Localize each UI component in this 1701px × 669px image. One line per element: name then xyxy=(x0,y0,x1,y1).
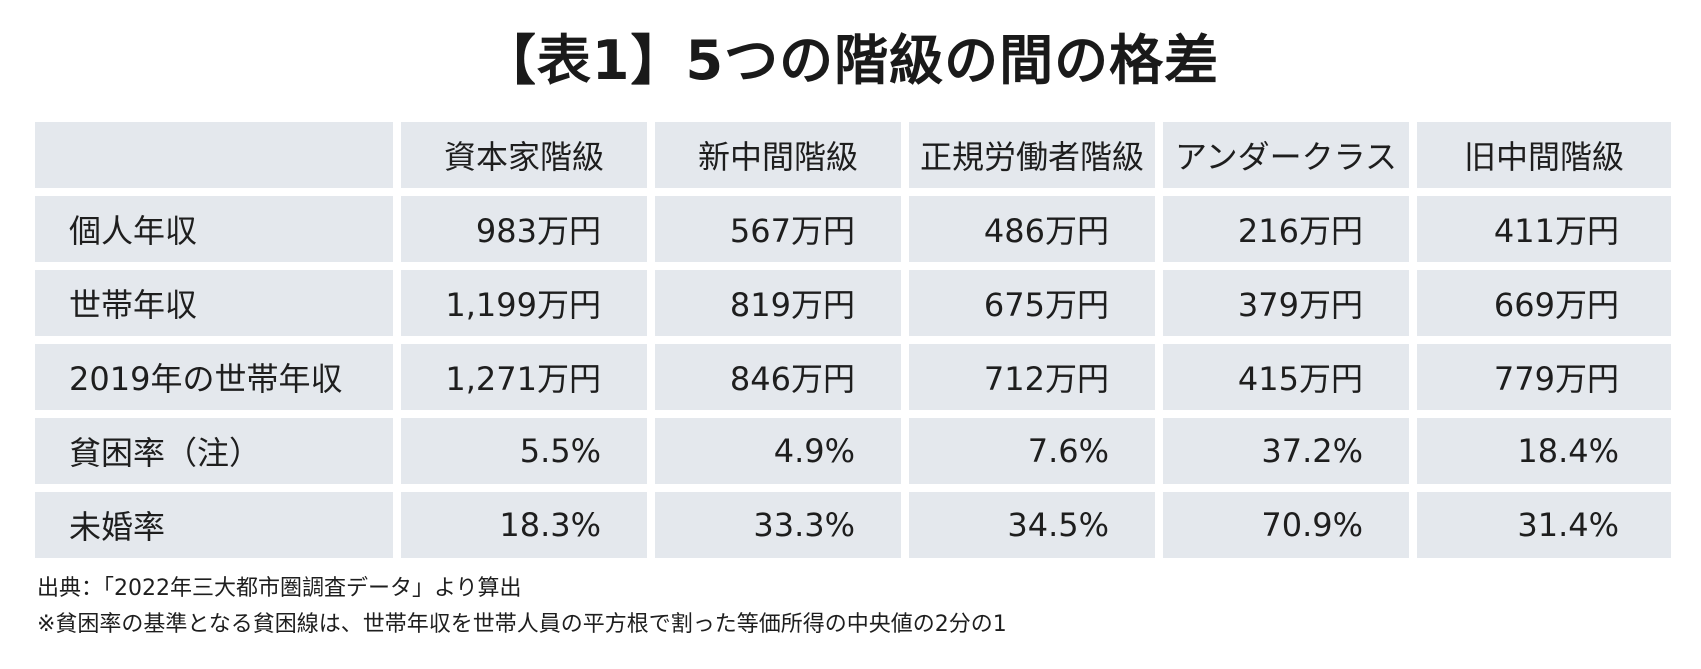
table-cell: 70.9% xyxy=(1163,492,1409,558)
table-notes: 出典：「2022年三大都市圏調査データ」より算出 ※貧困率の基準となる貧困線は、… xyxy=(37,571,1007,643)
row-label: 個人年収 xyxy=(35,196,393,262)
table-cell: 18.4% xyxy=(1417,418,1671,484)
table-cell: 379万円 xyxy=(1163,270,1409,336)
column-header: 資本家階級 xyxy=(401,122,647,188)
table-title: 【表1】5つの階級の間の格差 xyxy=(481,29,1220,92)
table-cell: 216万円 xyxy=(1163,196,1409,262)
table-cell: 669万円 xyxy=(1417,270,1671,336)
table-cell: 18.3% xyxy=(401,492,647,558)
column-header: 正規労働者階級 xyxy=(909,122,1155,188)
table-cell: 819万円 xyxy=(655,270,901,336)
table-cell: 846万円 xyxy=(655,344,901,410)
table-cell: 31.4% xyxy=(1417,492,1671,558)
column-header: 新中間階級 xyxy=(655,122,901,188)
source-note: 出典：「2022年三大都市圏調査データ」より算出 xyxy=(37,576,522,601)
table-cell: 779万円 xyxy=(1417,344,1671,410)
table-cell: 415万円 xyxy=(1163,344,1409,410)
table-cell: 486万円 xyxy=(909,196,1155,262)
table-cell: 411万円 xyxy=(1417,196,1671,262)
table-cell: 5.5% xyxy=(401,418,647,484)
table-cell: 7.6% xyxy=(909,418,1155,484)
column-header: アンダークラス xyxy=(1163,122,1409,188)
header-corner-cell xyxy=(35,122,393,188)
row-label: 貧困率（注） xyxy=(35,418,393,484)
table-cell: 567万円 xyxy=(655,196,901,262)
table-cell: 983万円 xyxy=(401,196,647,262)
table-cell: 1,271万円 xyxy=(401,344,647,410)
table-cell: 33.3% xyxy=(655,492,901,558)
table-cell: 675万円 xyxy=(909,270,1155,336)
column-header: 旧中間階級 xyxy=(1417,122,1671,188)
table-cell: 712万円 xyxy=(909,344,1155,410)
row-label: 世帯年収 xyxy=(35,270,393,336)
table-cell: 1,199万円 xyxy=(401,270,647,336)
row-label: 2019年の世帯年収 xyxy=(35,344,393,410)
row-label: 未婚率 xyxy=(35,492,393,558)
footnote: ※貧困率の基準となる貧困線は、世帯年収を世帯人員の平方根で割った等価所得の中央値… xyxy=(37,612,1007,637)
table-cell: 34.5% xyxy=(909,492,1155,558)
data-table: 資本家階級 新中間階級 正規労働者階級 アンダークラス 旧中間階級 個人年収 9… xyxy=(35,122,1671,558)
table-cell: 4.9% xyxy=(655,418,901,484)
table-cell: 37.2% xyxy=(1163,418,1409,484)
